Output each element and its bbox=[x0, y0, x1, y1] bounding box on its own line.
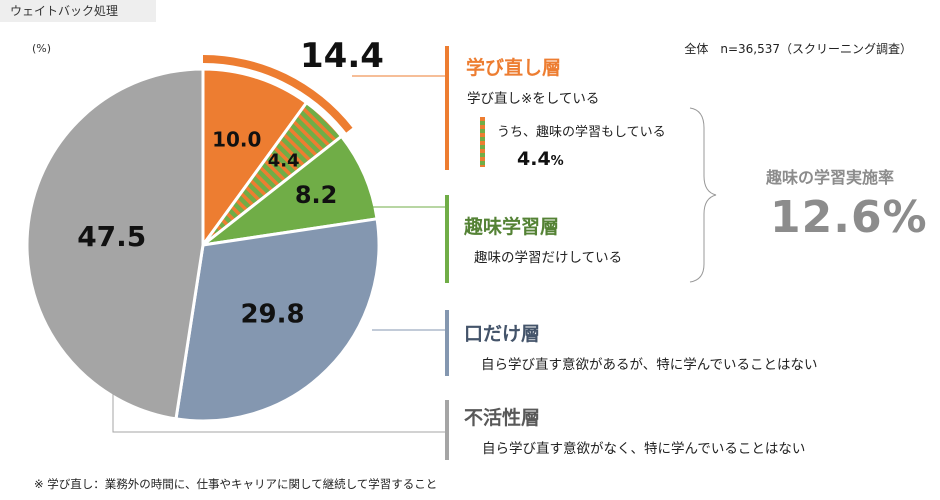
learning-layer-highlight-arc bbox=[203, 55, 353, 133]
hobby-rate-label: 趣味の学習実施率 bbox=[766, 168, 895, 187]
segment-title-learning: 学び直し層 bbox=[466, 57, 562, 79]
segment-bar-learning-hobby bbox=[480, 117, 485, 167]
segment-bar-talk-only bbox=[445, 310, 449, 376]
pie-label-1: 10.0 bbox=[212, 128, 261, 152]
footnote: ※ 学び直し：業務外の時間に、仕事やキャリアに関して継続して学習すること bbox=[34, 477, 438, 491]
hobby-rate-value: 12.6% bbox=[770, 192, 928, 243]
pie-label-2: 4.4 bbox=[268, 150, 300, 171]
segment-desc-inactive: 自ら学び直す意欲がなく、特に学んでいることはない bbox=[482, 441, 806, 457]
pie-label-5: 47.5 bbox=[77, 220, 146, 253]
hobby-brace bbox=[689, 107, 717, 283]
learning-layer-total-label: 14.4 bbox=[300, 36, 384, 76]
segment-desc-hobby: 趣味の学習だけしている bbox=[474, 250, 623, 266]
segment-title-inactive: 不活性層 bbox=[464, 407, 541, 429]
segment-title-talk-only: 口だけ層 bbox=[464, 323, 541, 345]
segment-bar-inactive bbox=[445, 400, 449, 460]
pie-label-3: 8.2 bbox=[295, 181, 338, 209]
pie-slice-5 bbox=[25, 67, 205, 421]
pie-slice-1 bbox=[201, 67, 309, 250]
method-tag: ウェイトバック処理 bbox=[0, 0, 156, 22]
segment-desc-learning-hobby: うち、趣味の学習もしている bbox=[497, 125, 666, 140]
segment-bar-learning bbox=[445, 46, 449, 170]
segment-desc-learning: 学び直し※をしている bbox=[467, 91, 600, 107]
segment-title-hobby: 趣味学習層 bbox=[464, 216, 560, 238]
segment-desc-talk-only: 自ら学び直す意欲があるが、特に学んでいることはない bbox=[481, 357, 818, 373]
segment-value-learning-hobby: 4.4% bbox=[517, 148, 564, 170]
pie-slice-4 bbox=[174, 217, 381, 423]
sample-scope-label: 全体 n=36,537（スクリーニング調査） bbox=[684, 42, 912, 56]
unit-label: (%) bbox=[32, 42, 52, 55]
segment-bar-hobby bbox=[445, 195, 449, 283]
leader-inactive bbox=[112, 391, 445, 433]
pie-slice-3 bbox=[197, 134, 379, 248]
pie-label-4: 29.8 bbox=[240, 299, 304, 329]
